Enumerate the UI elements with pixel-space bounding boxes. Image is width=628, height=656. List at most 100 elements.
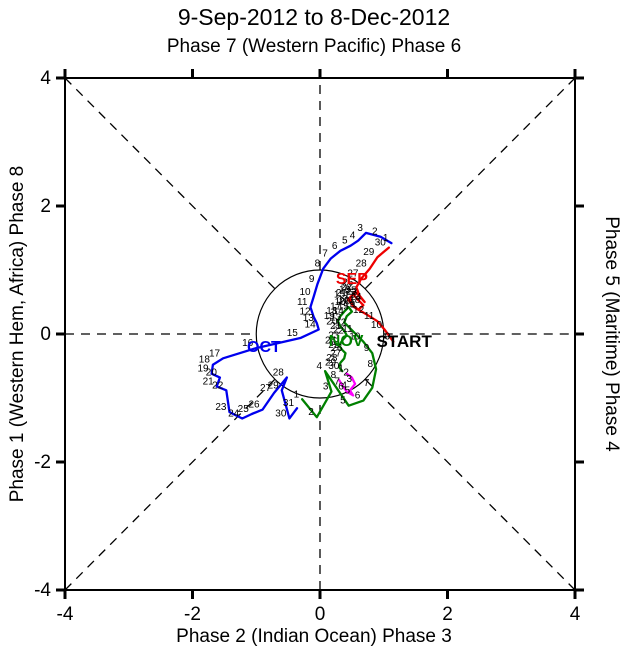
day-label: 2 [308,407,314,418]
day-label: 15 [287,328,299,339]
chart-title: 9-Sep-2012 to 8-Dec-2012 [177,4,451,30]
day-label: 20 [326,316,338,327]
x-tick-label: -4 [57,604,74,625]
day-label: 18 [199,355,211,366]
day-label: 29 [268,380,280,391]
day-label: 6 [332,241,338,252]
day-label: 5 [345,385,351,396]
day-label: 8 [315,259,321,270]
day-label: 16 [339,284,351,295]
day-label: 26 [249,400,261,411]
day-label: 29 [363,247,375,258]
day-label: 23 [215,402,227,413]
day-label: 26 [342,277,354,288]
x-tick-label: 4 [570,604,581,625]
unit-circle [255,269,385,399]
x-tick-label: 2 [442,604,453,625]
day-label: 31 [283,398,295,409]
x-tick-label: -2 [184,604,201,625]
y-tick-label: 4 [40,68,51,89]
day-label: 23 [328,330,340,341]
day-label: 28 [356,259,368,270]
day-label: 4 [350,231,356,242]
day-label: 10 [349,332,361,343]
day-label: 16 [335,297,347,308]
day-label: 18 [349,295,361,306]
day-label: 14 [338,295,350,306]
day-label: 16 [242,338,254,349]
day-label: 10 [371,320,383,331]
day-label: 28 [326,353,338,364]
day-label: 12 [353,305,365,316]
day-label: 9 [364,343,370,354]
y-tick-label: 2 [40,196,51,217]
day-label: 14 [333,306,345,317]
day-label: 27 [330,348,342,359]
day-label: 6 [338,382,344,393]
day-label: 24 [351,292,363,303]
day-label: 23 [346,287,358,298]
day-label: 21 [203,376,215,387]
y-tick-label: -2 [34,452,51,473]
x-tick-label: 0 [315,604,326,625]
day-label: 27 [260,383,272,394]
day-label: 9 [309,274,315,285]
day-label: 25 [345,286,357,297]
day-label: 9 [385,332,391,343]
day-label: 3 [357,223,363,234]
series-SEP: 9101112131415161718192021222324252627282… [334,238,395,343]
day-label: 18 [326,306,338,317]
day-label: 1 [338,364,344,375]
day-label: 11 [297,297,308,308]
bottom-axis-label: Phase 2 (Indian Ocean) Phase 3 [176,626,452,647]
day-label: 17 [330,302,342,313]
day-label: 28 [273,368,285,379]
day-label: 25 [238,404,250,415]
day-label: 15 [334,289,346,300]
day-label: 25 [328,340,340,351]
day-label: 13 [330,312,342,323]
day-label: 12 [335,318,347,329]
day-label: 2 [343,368,349,379]
day-label: 4 [317,361,323,372]
day-label: 15 [338,302,350,313]
day-label: 3 [347,374,353,385]
day-label: 17 [209,348,221,359]
annotation-start: START [376,332,432,351]
day-label: 10 [300,287,312,298]
day-label: 21 [336,288,348,299]
day-label: 19 [344,300,356,311]
day-label: 4 [341,380,347,391]
day-label: 7 [334,376,340,387]
day-label: 1 [294,389,300,400]
day-label: 27 [347,268,359,279]
day-label: 8 [331,370,337,381]
annotation-sep: SEP [336,271,368,288]
day-label: 8 [368,359,374,370]
day-label: 11 [342,324,353,335]
day-label: 5 [340,396,346,407]
annotation-nov: NOV [329,333,364,350]
day-label: 24 [325,336,337,347]
day-label: 19 [198,364,210,375]
chart-subtitle: Phase 7 (Western Pacific) Phase 6 [166,36,462,57]
day-label: 24 [228,408,240,419]
day-label: 3 [323,382,329,393]
day-label: 30 [375,238,387,249]
day-label: 22 [341,282,353,293]
day-label: 2 [372,227,378,238]
day-label: 12 [300,307,312,318]
day-label: 22 [333,325,345,336]
day-label: 20 [339,296,351,307]
series-OCT: 1234567891011121314151617181920212223242… [198,223,393,420]
day-label: 5 [342,236,348,247]
day-label: 19 [324,311,336,322]
day-label: 13 [303,313,315,324]
day-label: 30 [328,361,340,372]
y-tick-label: 0 [40,324,51,345]
day-label: 21 [330,321,342,332]
day-label: 20 [206,368,218,379]
